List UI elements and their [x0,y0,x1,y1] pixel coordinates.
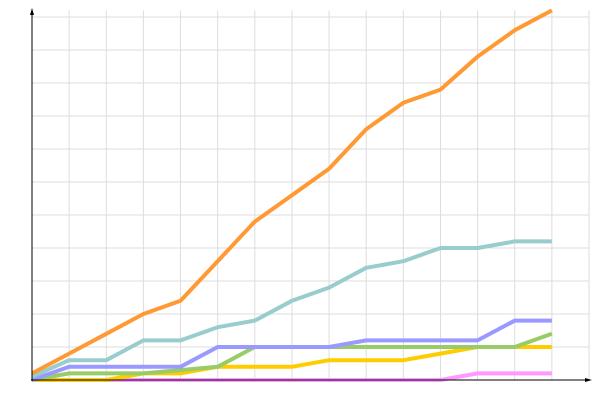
series-line [31,239,552,379]
y-axis-arrow [30,8,34,15]
x-axis-arrow [585,378,592,382]
series-line [32,345,552,382]
axes [30,8,592,382]
series-line [31,8,553,376]
series-line [31,318,552,382]
